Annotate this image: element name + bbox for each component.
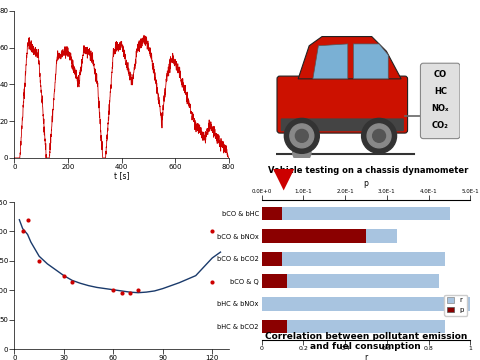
- Text: NOₓ: NOₓ: [432, 104, 449, 113]
- Circle shape: [290, 124, 314, 148]
- Text: Correlation between pollutant emission
and fuel consumption: Correlation between pollutant emission a…: [264, 332, 467, 351]
- Circle shape: [367, 124, 391, 148]
- Point: [118, 291, 125, 296]
- Bar: [262, 207, 282, 220]
- Point: [24, 217, 31, 222]
- FancyBboxPatch shape: [277, 76, 408, 133]
- Point: [134, 288, 142, 293]
- Title: Vehicle testing on a chassis dynamometer: Vehicle testing on a chassis dynamometer: [268, 166, 468, 175]
- Bar: [262, 207, 449, 220]
- Point: [126, 291, 133, 296]
- FancyBboxPatch shape: [420, 63, 460, 139]
- Polygon shape: [298, 37, 401, 79]
- Text: ▼: ▼: [273, 164, 294, 192]
- Polygon shape: [353, 44, 388, 79]
- Bar: [262, 229, 397, 243]
- Circle shape: [372, 130, 385, 142]
- Circle shape: [293, 143, 311, 162]
- Circle shape: [284, 118, 319, 153]
- Bar: [262, 252, 282, 266]
- Text: CO₂: CO₂: [432, 121, 449, 130]
- X-axis label: r: r: [364, 353, 368, 360]
- Point: [60, 273, 68, 279]
- Point: [36, 258, 43, 264]
- Point: [19, 229, 26, 234]
- Point: [208, 229, 216, 234]
- Bar: [262, 297, 470, 311]
- X-axis label: t [s]: t [s]: [114, 172, 129, 181]
- Legend: r, p: r, p: [444, 294, 467, 316]
- Point: [109, 288, 117, 293]
- Bar: [262, 252, 445, 266]
- Bar: [262, 274, 287, 288]
- Circle shape: [361, 118, 396, 153]
- Bar: [262, 320, 445, 333]
- Point: [208, 279, 216, 284]
- Bar: [262, 320, 287, 333]
- Text: HC: HC: [434, 87, 447, 96]
- X-axis label: p: p: [363, 179, 369, 188]
- FancyBboxPatch shape: [281, 118, 404, 131]
- Bar: [262, 229, 366, 243]
- Point: [68, 279, 76, 284]
- Title: 12 various driving tests: 12 various driving tests: [61, 204, 182, 213]
- Text: CO: CO: [434, 70, 447, 79]
- Polygon shape: [313, 44, 348, 79]
- Bar: [262, 274, 439, 288]
- Circle shape: [295, 130, 308, 142]
